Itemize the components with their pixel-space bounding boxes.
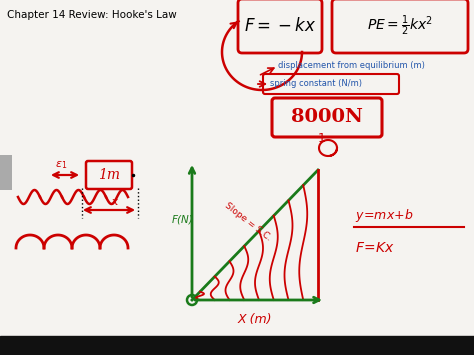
Text: $F\!=\!Kx$: $F\!=\!Kx$ <box>355 241 395 255</box>
Text: 1m: 1m <box>98 168 120 182</box>
Text: Chapter 14 Review: Hooke's Law: Chapter 14 Review: Hooke's Law <box>7 10 177 20</box>
FancyBboxPatch shape <box>238 0 322 53</box>
Text: displacement from equilibrium (m): displacement from equilibrium (m) <box>278 61 425 71</box>
Text: spring constant (N/m): spring constant (N/m) <box>270 80 362 88</box>
Text: 1: 1 <box>318 132 326 145</box>
FancyBboxPatch shape <box>86 161 132 189</box>
Text: $\epsilon_1$: $\epsilon_1$ <box>55 159 67 171</box>
Bar <box>0 336 474 355</box>
Text: $y\!=\!mx\!+\!b$: $y\!=\!mx\!+\!b$ <box>355 207 414 224</box>
Text: $PE = \frac{1}{2}kx^2$: $PE = \frac{1}{2}kx^2$ <box>367 14 433 38</box>
Text: Slope = S.C.: Slope = S.C. <box>223 201 273 243</box>
FancyBboxPatch shape <box>332 0 468 53</box>
FancyBboxPatch shape <box>0 155 12 190</box>
Text: X (m): X (m) <box>238 313 272 327</box>
Text: 8000N: 8000N <box>291 109 363 126</box>
Text: F(N): F(N) <box>172 215 194 225</box>
Text: $F = -kx$: $F = -kx$ <box>244 17 316 35</box>
FancyBboxPatch shape <box>263 74 399 94</box>
FancyBboxPatch shape <box>272 98 382 137</box>
Text: x: x <box>112 197 118 207</box>
